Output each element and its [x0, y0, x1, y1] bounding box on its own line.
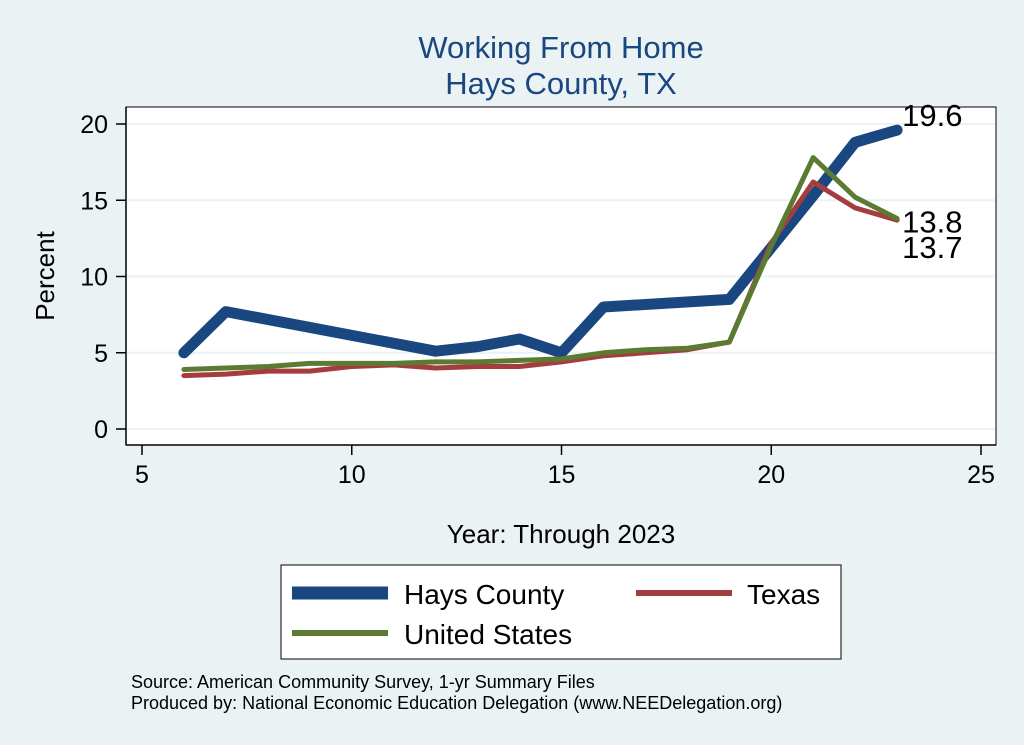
end-labels: 19.6 13.813.7	[902, 98, 962, 265]
x-tick-label-3: 20	[757, 461, 785, 489]
legend: Hays County Texas United States	[280, 564, 842, 660]
legend-label-hays-county: Hays County	[404, 579, 564, 610]
x-tick-label-0: 5	[135, 461, 149, 489]
end-label-1: 13.8	[902, 205, 962, 240]
y-tick-label-0: 0	[94, 416, 108, 444]
y-tick-label-2: 10	[80, 264, 108, 292]
series-line-hays-county	[178, 124, 903, 359]
x-tick-label-4: 25	[967, 461, 995, 489]
y-axis-ticks: 0 5 10 15 20	[80, 111, 126, 444]
legend-box	[280, 564, 842, 660]
series-lines	[178, 124, 903, 379]
y-tick-label-4: 20	[80, 111, 108, 139]
producer-note: Produced by: National Economic Education…	[131, 693, 782, 713]
end-label-0: 19.6	[902, 98, 962, 133]
x-tick-label-2: 15	[548, 461, 576, 489]
legend-label-texas: Texas	[747, 579, 820, 610]
x-axis-label: Year: Through 2023	[447, 519, 675, 549]
end-label-2: 13.7	[902, 230, 962, 265]
y-axis-label: Percent	[30, 230, 60, 320]
x-tick-label-1: 10	[338, 461, 366, 489]
legend-label-united-states: United States	[404, 619, 572, 650]
y-tick-label-1: 5	[94, 340, 108, 368]
x-axis-ticks: 5 10 15 20 25	[135, 445, 995, 489]
chart-title: Working From Home	[418, 30, 703, 65]
chart-subtitle: Hays County, TX	[445, 66, 677, 101]
series-line-united-states	[181, 155, 900, 372]
source-note: Source: American Community Survey, 1-yr …	[131, 672, 595, 692]
y-tick-label-3: 15	[80, 187, 108, 215]
